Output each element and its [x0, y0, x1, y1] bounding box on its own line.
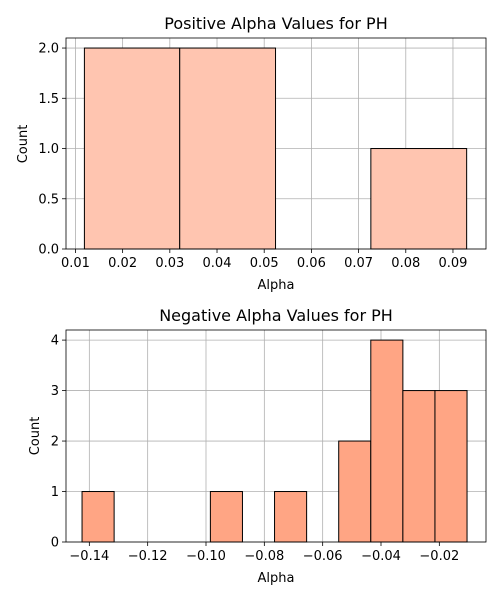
y-tick-label: 1.0 [38, 142, 59, 157]
histogram-bar [370, 148, 468, 250]
y-tick-label: 0.5 [38, 192, 59, 207]
y-tick-label: 0 [51, 536, 59, 551]
histogram-bar [370, 339, 404, 543]
histogram-bar [434, 390, 468, 543]
positive-alpha-histogram: Positive Alpha Values for PH Alpha Count… [16, 14, 487, 293]
x-tick-label: 0.07 [344, 256, 373, 271]
histogram-bar [338, 440, 372, 543]
chart-title: Negative Alpha Values for PH [159, 306, 393, 325]
histogram-bar [274, 491, 308, 543]
x-tick-label: −0.06 [303, 549, 343, 564]
y-axis-label: Count [16, 125, 31, 164]
x-axis-label: Alpha [258, 278, 295, 293]
x-tick-label: −0.10 [186, 549, 226, 564]
histogram-bar [83, 47, 181, 250]
y-tick-label: 1.5 [38, 92, 59, 107]
y-tick-label: 4 [51, 334, 59, 349]
x-tick-label: 0.08 [391, 256, 420, 271]
y-tick-label: 0.0 [38, 243, 59, 258]
x-tick-label: 0.05 [250, 256, 279, 271]
y-tick-label: 2 [51, 435, 59, 450]
histogram-bar [81, 491, 115, 543]
negative-alpha-histogram: Negative Alpha Values for PH Alpha Count… [28, 306, 487, 586]
histogram-bar [179, 47, 277, 250]
x-tick-label: 0.03 [155, 256, 184, 271]
x-axis-ticks: −0.14 −0.12 −0.10 −0.08 −0.06 −0.04 −0.02 [69, 542, 459, 564]
x-axis-label: Alpha [258, 571, 295, 586]
x-tick-label: 0.02 [108, 256, 137, 271]
x-tick-label: −0.14 [69, 549, 109, 564]
histogram-bars [83, 47, 468, 250]
histogram-bar [209, 491, 243, 543]
histogram-bars [81, 339, 468, 543]
x-tick-label: −0.02 [419, 549, 459, 564]
y-axis-ticks: 0 1 2 3 4 [51, 334, 66, 551]
x-axis-ticks: 0.01 0.02 0.03 0.04 0.05 0.06 0.07 0.08 0.09 [61, 249, 467, 271]
y-axis-label: Count [28, 417, 43, 456]
x-tick-label: −0.12 [128, 549, 168, 564]
histogram-bar [402, 390, 436, 543]
x-tick-label: −0.08 [244, 549, 284, 564]
y-tick-label: 1 [51, 485, 59, 500]
x-tick-label: 0.06 [297, 256, 326, 271]
plot-frame [65, 329, 487, 543]
chart-title: Positive Alpha Values for PH [164, 14, 387, 33]
x-tick-label: 0.09 [438, 256, 467, 271]
x-tick-label: 0.01 [61, 256, 90, 271]
plot-frame [65, 37, 487, 250]
y-axis-ticks: 0.0 0.5 1.0 1.5 2.0 [38, 42, 66, 258]
x-tick-label: 0.04 [203, 256, 232, 271]
x-tick-label: −0.04 [361, 549, 401, 564]
y-tick-label: 3 [51, 384, 59, 399]
y-tick-label: 2.0 [38, 42, 59, 57]
